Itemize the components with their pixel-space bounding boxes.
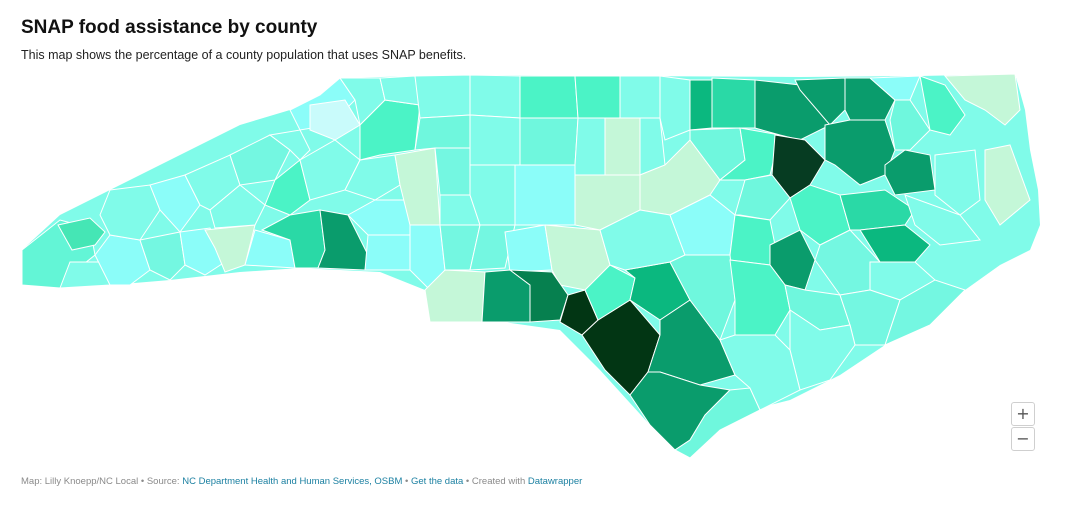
county[interactable] [57,217,106,251]
county[interactable] [884,279,966,346]
county[interactable] [469,74,521,119]
county[interactable] [514,164,576,226]
source-link[interactable]: NC Department Health and Human Services,… [182,476,403,487]
datawrapper-link[interactable]: Datawrapper [527,476,583,487]
county[interactable] [414,114,471,151]
county[interactable] [859,224,931,263]
county[interactable] [519,75,579,119]
county[interactable] [619,75,661,119]
county[interactable] [604,117,641,176]
county[interactable] [919,75,966,136]
county[interactable] [519,117,579,166]
county[interactable] [504,224,553,273]
footer-sep: • [402,476,411,487]
county[interactable] [904,194,981,246]
county[interactable] [934,149,981,216]
county[interactable] [729,259,791,336]
county[interactable] [574,117,606,176]
county[interactable] [268,129,311,161]
county[interactable] [659,75,691,141]
county[interactable] [469,114,521,166]
county[interactable] [689,79,716,131]
county[interactable] [469,164,516,226]
county[interactable] [469,224,516,271]
footer-credits: Map: Lilly Knoepp/NC Local • Source: NC … [21,476,582,487]
zoom-in-button[interactable]: + [1011,402,1035,426]
county[interactable] [943,73,1021,126]
county[interactable] [229,134,291,186]
county[interactable] [889,99,931,151]
county[interactable] [574,75,621,119]
get-data-link[interactable]: Get the data [411,476,464,487]
county[interactable] [729,214,776,266]
county[interactable] [434,147,471,196]
footer-sep-created: • Created with [463,476,528,487]
map-title: SNAP food assistance by county [21,17,318,38]
county[interactable] [309,99,361,141]
county[interactable] [508,269,569,323]
county[interactable] [149,174,201,233]
footer-prefix: Map: Lilly Knoepp/NC Local • Source: [21,476,183,487]
map-subtitle: This map shows the percentage of a count… [21,48,467,62]
zoom-out-button[interactable]: − [1011,427,1035,451]
county[interactable] [984,144,1031,226]
county[interactable] [209,184,266,229]
county[interactable] [719,334,801,411]
county[interactable] [364,234,411,271]
county[interactable] [414,74,471,119]
county[interactable] [139,231,186,281]
county[interactable] [794,77,846,126]
county[interactable] [711,77,756,129]
